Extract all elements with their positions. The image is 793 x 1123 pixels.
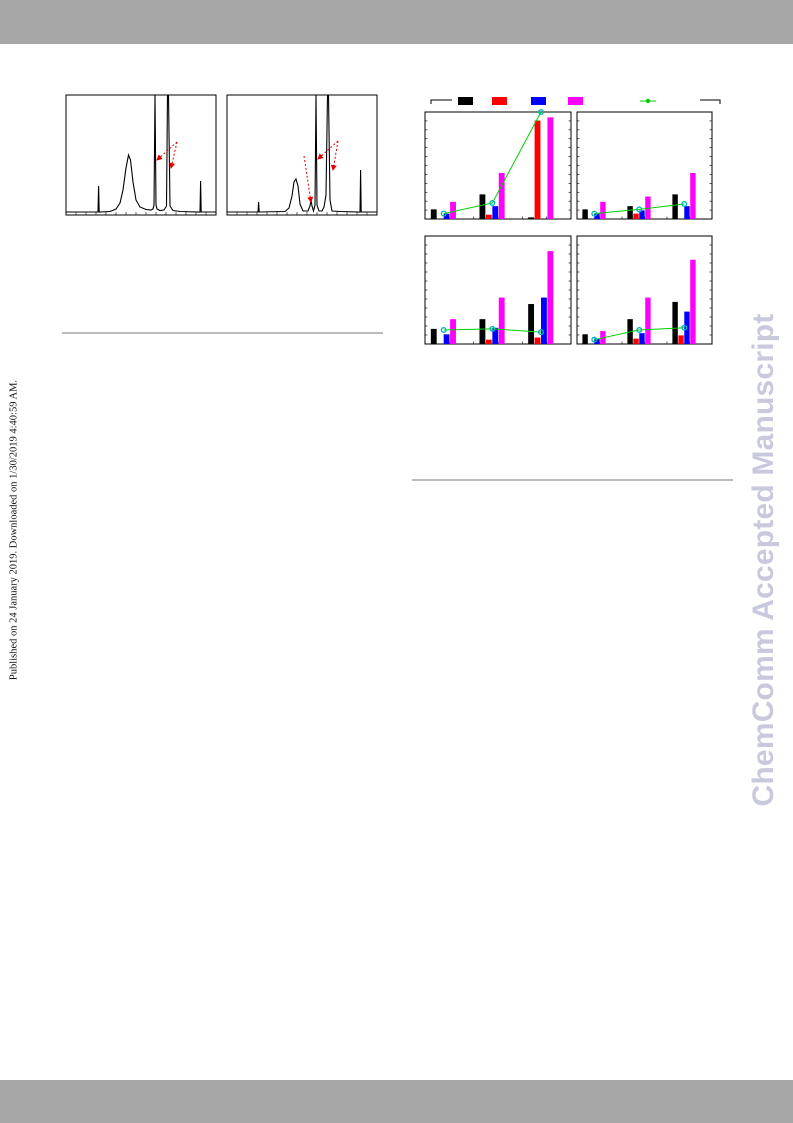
bar-blue <box>594 213 600 219</box>
bar-panel-top-left <box>424 108 572 220</box>
trend-line <box>594 327 685 341</box>
bar-blue <box>594 338 600 344</box>
spectrum-panel-b <box>226 94 378 216</box>
bar-magenta <box>547 117 554 219</box>
arrow-b-2 <box>317 140 339 160</box>
bar-panel-bottom-right <box>576 235 713 345</box>
bar-black <box>479 319 486 344</box>
bar-black <box>672 301 678 344</box>
bar-blue <box>443 334 450 344</box>
trend-marker <box>681 201 688 208</box>
bar-red <box>485 214 492 219</box>
trend-marker <box>440 210 447 217</box>
bar-magenta <box>600 201 606 219</box>
bar-panel-bottom-left <box>424 235 572 345</box>
trend-marker <box>489 199 496 206</box>
bar-black <box>479 194 486 219</box>
header-bar <box>0 0 793 44</box>
legend-swatch-black <box>458 97 473 105</box>
trend-marker <box>538 108 545 115</box>
bar-magenta <box>498 297 505 344</box>
legend-swatch-red <box>492 97 507 105</box>
footer-bar <box>0 1080 793 1123</box>
bar-magenta <box>450 319 456 344</box>
legend-swatch-blue <box>531 97 546 105</box>
bar-blue <box>492 327 499 344</box>
bar-black <box>627 206 633 219</box>
bar-black <box>582 209 588 219</box>
bar-blue <box>541 297 547 344</box>
spectrum-a-ticks <box>75 212 207 215</box>
chart-legend <box>430 97 721 105</box>
legend-marker-green <box>645 98 651 104</box>
bar-black <box>430 328 437 344</box>
spectrum-b-ticks <box>236 212 368 215</box>
trend-marker <box>636 206 643 213</box>
bar-magenta <box>645 297 651 344</box>
bar-magenta <box>547 251 554 344</box>
bar-red <box>633 213 639 219</box>
bar-charts <box>424 108 713 345</box>
bar-black <box>672 194 678 219</box>
bar-black <box>528 304 535 344</box>
bar-red <box>633 338 639 344</box>
legend-swatch-magenta <box>568 97 583 105</box>
bar-black <box>430 209 437 219</box>
bar-red <box>678 335 684 344</box>
trend-marker <box>681 324 688 331</box>
bar-blue <box>684 206 690 219</box>
trend-marker <box>591 336 598 343</box>
trend-marker <box>636 326 643 333</box>
trend-marker <box>440 326 447 333</box>
bar-magenta <box>498 172 505 219</box>
arrow-a-2 <box>169 141 178 169</box>
bar-red <box>534 337 541 344</box>
bar-magenta <box>690 259 696 344</box>
bar-black <box>528 217 535 219</box>
spectrum-b-trace <box>227 94 377 214</box>
trend-line <box>594 203 685 215</box>
arrow-b-3 <box>330 140 339 171</box>
bar-magenta <box>690 172 696 219</box>
bar-red <box>485 339 492 344</box>
bar-blue <box>443 213 450 219</box>
trend-line <box>443 111 542 215</box>
trend-marker <box>538 329 545 336</box>
bar-blue <box>492 206 499 219</box>
trend-marker <box>591 210 598 217</box>
arrow-b-1 <box>303 155 314 203</box>
bar-red <box>534 120 541 219</box>
spectrum-a-trace <box>66 94 216 213</box>
bar-black <box>582 334 588 344</box>
bar-magenta <box>645 196 651 219</box>
bar-magenta <box>450 201 456 219</box>
arrow-a-1 <box>156 141 178 161</box>
bar-panel-top-right <box>576 111 713 220</box>
trend-marker <box>489 325 496 332</box>
spectrum-panel-a <box>65 94 217 216</box>
bar-blue <box>639 333 645 344</box>
trend-line <box>443 328 542 333</box>
bar-blue <box>639 210 645 219</box>
